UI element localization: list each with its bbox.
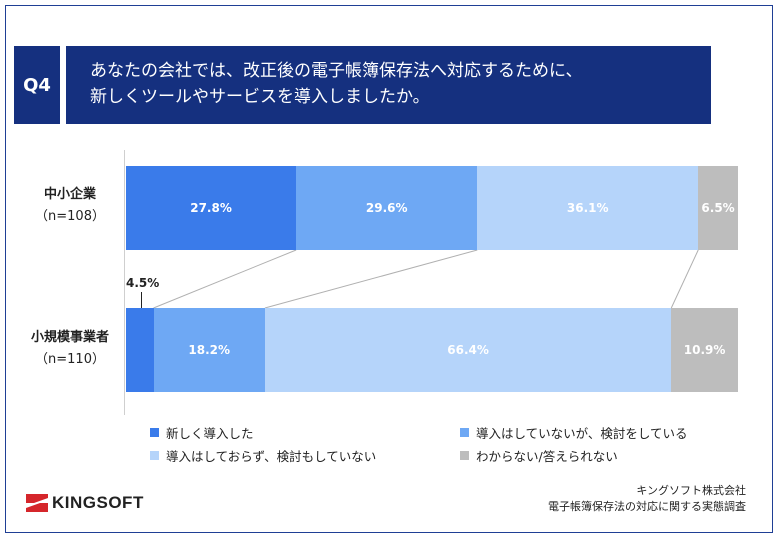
legend-label: 導入はしていないが、検討をしている [476,426,688,441]
bar-segment [126,308,154,392]
legend-swatch [460,451,469,460]
bar-segment: 10.9% [671,308,738,392]
category-name: 小規模事業者 [30,330,109,345]
question-title: あなたの会社では、改正後の電子帳簿保存法へ対応するために、 新しくツールやサービ… [66,46,711,124]
chart-frame [5,5,773,533]
category-name: 中小企業 [43,187,96,202]
data-label: 6.5% [701,201,735,215]
bar-segment: 27.8% [126,166,297,250]
legend-item: わからない/答えられない [460,446,618,465]
source-note: キングソフト株式会社 電子帳簿保存法の対応に関する実態調査 [548,483,746,515]
stacked-bar-sme: 27.8% 29.6% 36.1% 6.5% [126,166,738,250]
category-label-sme: 中小企業 （n=108） [18,184,122,228]
stacked-bar-small-business: 18.2% 66.4% 10.9% [126,308,738,392]
bar-segment: 66.4% [264,308,672,392]
legend-label: わからない/答えられない [476,449,618,464]
data-label: 66.4% [447,343,489,357]
legend-item: 新しく導入した [150,423,254,442]
legend-item: 導入はしていないが、検討をしている [460,423,688,442]
data-label-outside: 4.5% [126,276,160,290]
legend-label: 新しく導入した [166,426,254,441]
category-axis-line [124,150,125,415]
category-n: （n=108） [35,209,105,224]
category-label-small-business: 小規模事業者 （n=110） [18,327,122,371]
bar-segment: 18.2% [153,308,265,392]
data-label: 10.9% [683,343,726,357]
logo-wordmark: KINGSOFT [52,493,144,512]
bar-segment: 6.5% [698,166,738,250]
category-n: （n=110） [35,352,105,367]
question-number-badge: Q4 [14,46,60,124]
source-survey: 電子帳簿保存法の対応に関する実態調査 [548,500,746,513]
data-label: 29.6% [365,201,408,215]
data-label: 36.1% [566,201,609,215]
legend-item: 導入はしておらず、検討もしていない [150,446,376,465]
kingsoft-logo-icon [26,494,48,512]
question-line-1: あなたの会社では、改正後の電子帳簿保存法へ対応するために、 [90,61,583,81]
legend-swatch [150,428,159,437]
data-label-leader-line [141,292,142,308]
legend-label: 導入はしておらず、検討もしていない [166,449,377,464]
bar-segment: 29.6% [296,166,478,250]
question-number: Q4 [23,74,51,96]
kingsoft-logo: KINGSOFT [26,493,144,513]
legend: 新しく導入した 導入はしていないが、検討をしている 導入はしておらず、検討もして… [150,423,750,467]
legend-swatch [150,451,159,460]
question-line-2: 新しくツールやサービスを導入しましたか。 [90,87,430,107]
source-company: キングソフト株式会社 [636,484,746,497]
bar-segment: 36.1% [477,166,699,250]
data-label: 18.2% [188,343,231,357]
data-label: 27.8% [190,201,232,215]
legend-swatch [460,428,469,437]
